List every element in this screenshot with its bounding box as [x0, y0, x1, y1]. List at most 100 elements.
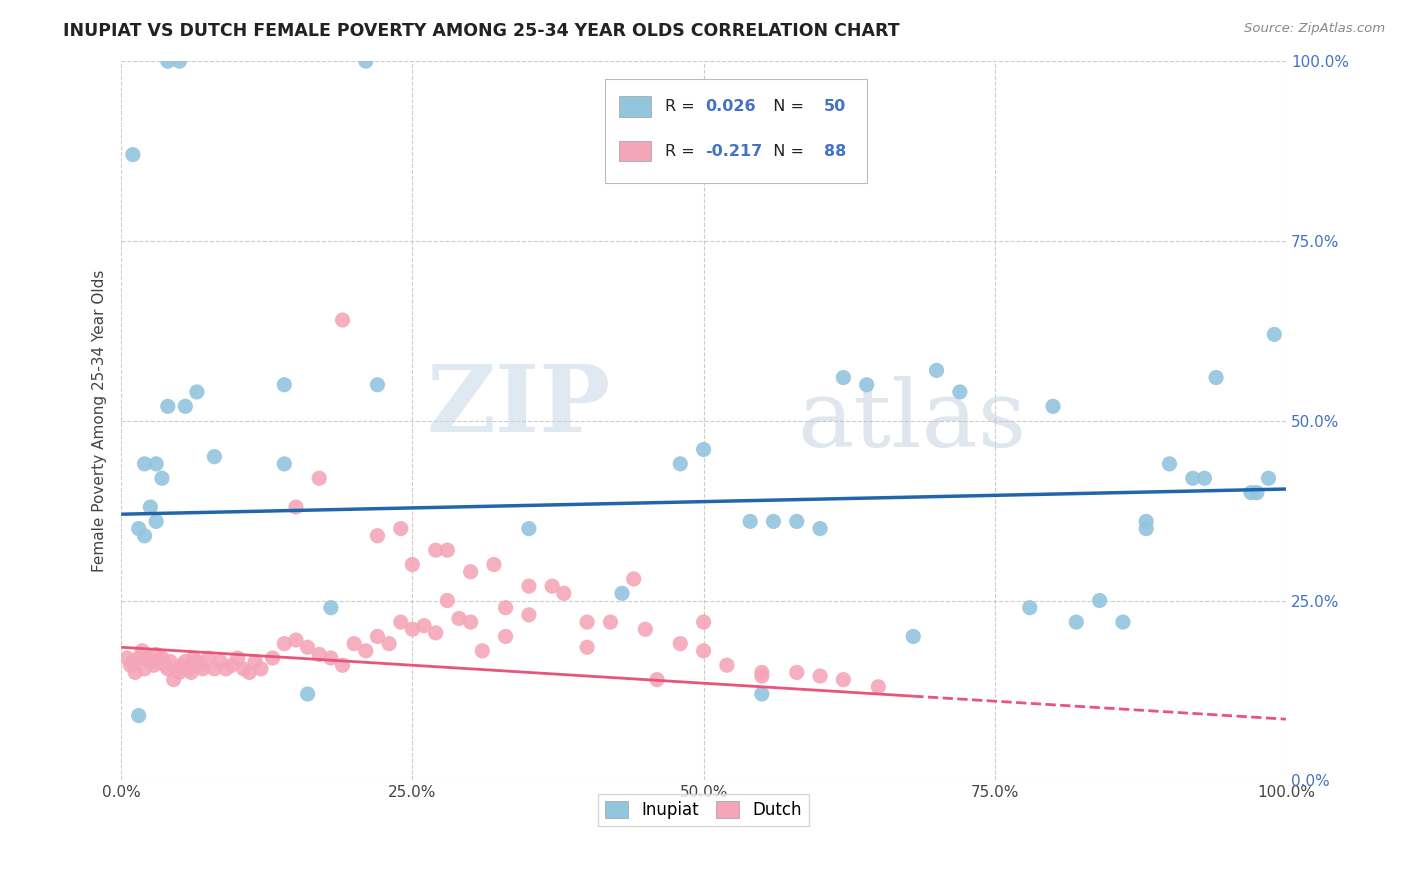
Point: [808, 669, 831, 683]
Point: [751, 687, 773, 701]
Point: [128, 651, 150, 665]
Text: 50: 50: [824, 99, 846, 114]
Point: [354, 644, 377, 658]
Point: [186, 655, 208, 669]
Point: [389, 615, 412, 629]
Point: [183, 651, 205, 665]
Point: [925, 363, 948, 377]
Point: [786, 515, 808, 529]
Point: [186, 384, 208, 399]
Point: [162, 673, 184, 687]
Point: [541, 579, 564, 593]
Point: [131, 644, 153, 658]
Point: [148, 655, 170, 669]
Bar: [619, 96, 651, 117]
Point: [855, 377, 877, 392]
Point: [128, 708, 150, 723]
Point: [634, 622, 657, 636]
Point: [169, 54, 191, 69]
Point: [120, 658, 142, 673]
Point: [903, 630, 925, 644]
Point: [1205, 370, 1227, 384]
Point: [177, 662, 200, 676]
Point: [832, 370, 855, 384]
Text: R =: R =: [665, 99, 700, 114]
Point: [786, 665, 808, 680]
Point: [145, 648, 167, 662]
Point: [174, 400, 197, 414]
Point: [495, 630, 517, 644]
Point: [273, 637, 295, 651]
Point: [1135, 515, 1157, 529]
Point: [135, 651, 157, 665]
Point: [1159, 457, 1181, 471]
Point: [1194, 471, 1216, 485]
Point: [808, 522, 831, 536]
Text: R =: R =: [665, 144, 700, 159]
Point: [197, 651, 219, 665]
Point: [121, 147, 143, 161]
Point: [284, 500, 307, 514]
Point: [226, 651, 249, 665]
Bar: [619, 141, 651, 161]
Point: [599, 615, 621, 629]
Point: [150, 651, 173, 665]
Point: [142, 658, 165, 673]
Point: [495, 600, 517, 615]
Point: [517, 607, 540, 622]
Point: [1246, 485, 1268, 500]
Point: [238, 665, 260, 680]
Point: [166, 662, 188, 676]
Point: [740, 515, 762, 529]
Point: [471, 644, 494, 658]
Point: [115, 651, 138, 665]
Point: [128, 522, 150, 536]
Point: [297, 687, 319, 701]
Point: [159, 655, 181, 669]
Point: [156, 400, 179, 414]
Point: [716, 658, 738, 673]
Point: [155, 658, 177, 673]
Point: [145, 457, 167, 471]
Point: [134, 457, 156, 471]
Point: [156, 54, 179, 69]
Y-axis label: Female Poverty Among 25-34 Year Olds: Female Poverty Among 25-34 Year Olds: [93, 269, 107, 572]
Point: [180, 665, 202, 680]
Point: [174, 655, 197, 669]
Point: [1181, 471, 1204, 485]
Point: [692, 615, 714, 629]
Point: [1042, 400, 1064, 414]
Point: [669, 637, 692, 651]
Point: [692, 644, 714, 658]
Point: [343, 637, 366, 651]
Point: [145, 515, 167, 529]
Point: [134, 529, 156, 543]
Point: [576, 615, 599, 629]
Point: [332, 658, 354, 673]
Point: [482, 558, 505, 572]
Point: [553, 586, 575, 600]
Text: -0.217: -0.217: [704, 144, 762, 159]
Point: [121, 655, 143, 669]
Point: [209, 655, 232, 669]
Point: [319, 600, 342, 615]
Point: [1240, 485, 1263, 500]
Point: [401, 622, 423, 636]
Point: [425, 543, 447, 558]
Point: [202, 662, 225, 676]
Point: [1018, 600, 1040, 615]
Point: [1088, 593, 1111, 607]
Point: [215, 662, 238, 676]
Point: [366, 529, 388, 543]
Point: [170, 658, 193, 673]
Point: [1257, 471, 1279, 485]
Point: [413, 618, 436, 632]
Point: [949, 384, 972, 399]
Point: [1135, 522, 1157, 536]
Point: [832, 673, 855, 687]
Point: [202, 450, 225, 464]
Point: [401, 558, 423, 572]
Point: [692, 442, 714, 457]
Point: [284, 633, 307, 648]
Point: [221, 658, 243, 673]
